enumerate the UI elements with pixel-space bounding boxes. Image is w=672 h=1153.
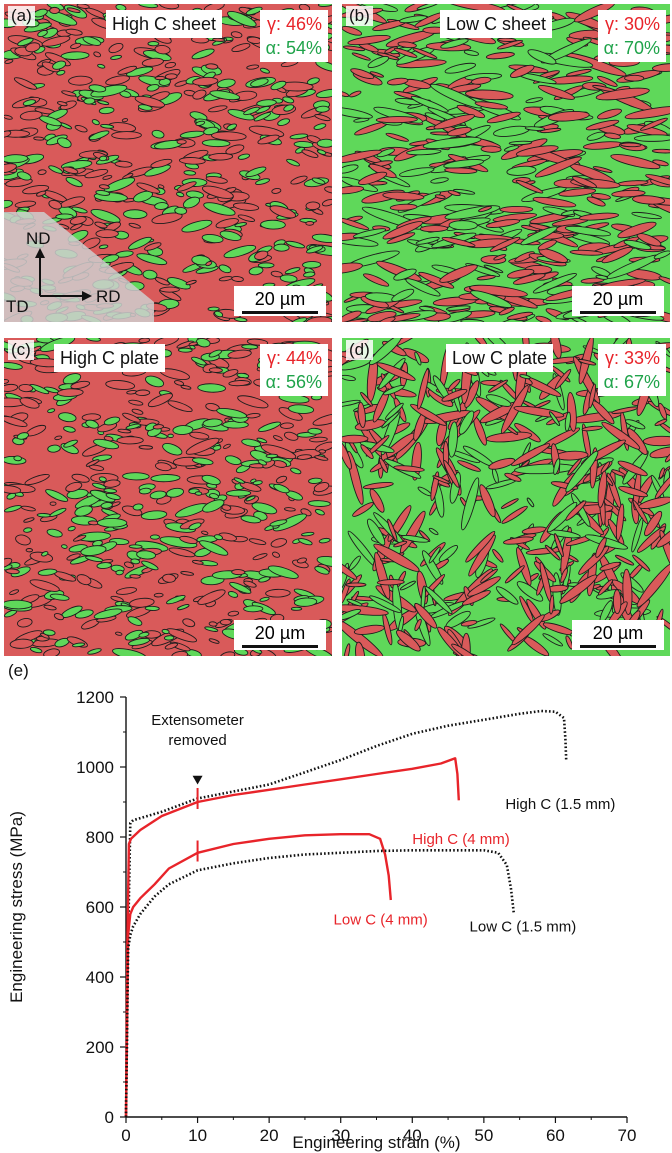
- panel-label: (d): [346, 340, 373, 360]
- panel-b: (b) Low C sheet γ: 30% α: 70% 20 µm: [342, 4, 670, 322]
- annotation-text: removed: [168, 732, 226, 749]
- phase-fractions: γ: 30% α: 70%: [597, 10, 666, 62]
- panel-a: ND RD TD (a) High C sheet γ: 46% α: 54% …: [4, 4, 332, 322]
- x-axis-label: Engineering strain (%): [292, 1133, 460, 1152]
- y-tick-label: 600: [86, 898, 114, 917]
- scale-label: 20 µm: [592, 289, 644, 309]
- austenite-fraction: γ: 30%: [604, 14, 660, 34]
- chart-axes: 0 10 20 30 40 50 60 70 0 200 400 600 800 1000 1200 Engi…: [7, 688, 636, 1152]
- y-tick-label: 400: [86, 968, 114, 987]
- series-line: [124, 757, 460, 1118]
- phase-fractions: γ: 46% α: 54%: [259, 10, 328, 62]
- austenite-fraction: γ: 33%: [604, 348, 660, 368]
- panel-label: (a): [8, 6, 35, 26]
- x-tick-label: 40: [403, 1126, 422, 1145]
- series-line: [124, 849, 516, 1118]
- scale-label: 20 µm: [592, 623, 644, 643]
- curve-label: Low C (1.5 mm): [470, 919, 577, 936]
- chart-labels: Extensometer removed High C (1.5 mm) High C…: [151, 712, 615, 936]
- panel-title: High C sheet: [106, 10, 223, 38]
- chart-panel-label: (e): [8, 661, 29, 680]
- x-tick-label: 0: [121, 1126, 130, 1145]
- scale-bar: 20 µm: [234, 620, 326, 650]
- scale-line: [580, 645, 656, 648]
- series-line: [124, 709, 568, 1118]
- scale-bar: 20 µm: [572, 620, 664, 650]
- y-tick-label: 1200: [76, 688, 114, 707]
- panel-title: High C plate: [54, 344, 166, 372]
- nd-label: ND: [26, 229, 51, 248]
- panel-title: Low C sheet: [440, 10, 553, 38]
- panel-c: (c) High C plate γ: 44% α: 56% 20 µm: [4, 338, 332, 656]
- phase-fractions: γ: 44% α: 56%: [259, 344, 328, 396]
- curve-label: Low C (4 mm): [334, 912, 428, 929]
- annotation-arrow: [192, 775, 203, 785]
- curve-label: High C (4 mm): [412, 831, 510, 848]
- x-tick-label: 20: [260, 1126, 279, 1145]
- x-tick-label: 30: [331, 1126, 350, 1145]
- x-tick-label: 70: [618, 1126, 637, 1145]
- annotation-text: Extensometer: [151, 712, 244, 729]
- x-tick-label: 60: [546, 1126, 565, 1145]
- x-tick-label: 50: [474, 1126, 493, 1145]
- panel-title: Low C plate: [446, 344, 554, 372]
- scale-line: [580, 311, 656, 314]
- scale-line: [242, 645, 318, 648]
- scale-line: [242, 311, 318, 314]
- curve-label: High C (1.5 mm): [505, 796, 615, 813]
- scale-bar: 20 µm: [572, 286, 664, 316]
- stress-strain-chart: (e) 0 10 20 30 40 50 60 70 0 200 400 600 800 1000 1200…: [7, 661, 636, 1152]
- austenite-fraction: γ: 46%: [266, 14, 322, 34]
- ferrite-fraction: α: 56%: [265, 372, 322, 392]
- ferrite-fraction: α: 67%: [603, 372, 660, 392]
- axes-triad: ND RD TD: [4, 212, 154, 322]
- x-tick-label: 10: [188, 1126, 207, 1145]
- y-tick-label: 800: [86, 828, 114, 847]
- phase-fractions: γ: 33% α: 67%: [597, 344, 666, 396]
- scale-label: 20 µm: [254, 289, 306, 309]
- y-tick-label: 0: [105, 1108, 114, 1127]
- y-axis-label: Engineering stress (MPa): [7, 811, 26, 1003]
- y-tick-label: 200: [86, 1038, 114, 1057]
- scale-label: 20 µm: [254, 623, 306, 643]
- ferrite-fraction: α: 54%: [265, 38, 322, 58]
- austenite-fraction: γ: 44%: [266, 348, 322, 368]
- rd-label: RD: [96, 287, 121, 306]
- td-label: TD: [6, 297, 29, 316]
- panel-d: (d) Low C plate γ: 33% α: 67% 20 µm: [342, 338, 670, 656]
- ferrite-fraction: α: 70%: [603, 38, 660, 58]
- scale-bar: 20 µm: [234, 286, 326, 316]
- chart-curves: [124, 709, 568, 1118]
- panel-label: (c): [8, 340, 34, 360]
- series-line: [124, 832, 392, 1118]
- panel-label: (b): [346, 6, 373, 26]
- y-tick-label: 1000: [76, 758, 114, 777]
